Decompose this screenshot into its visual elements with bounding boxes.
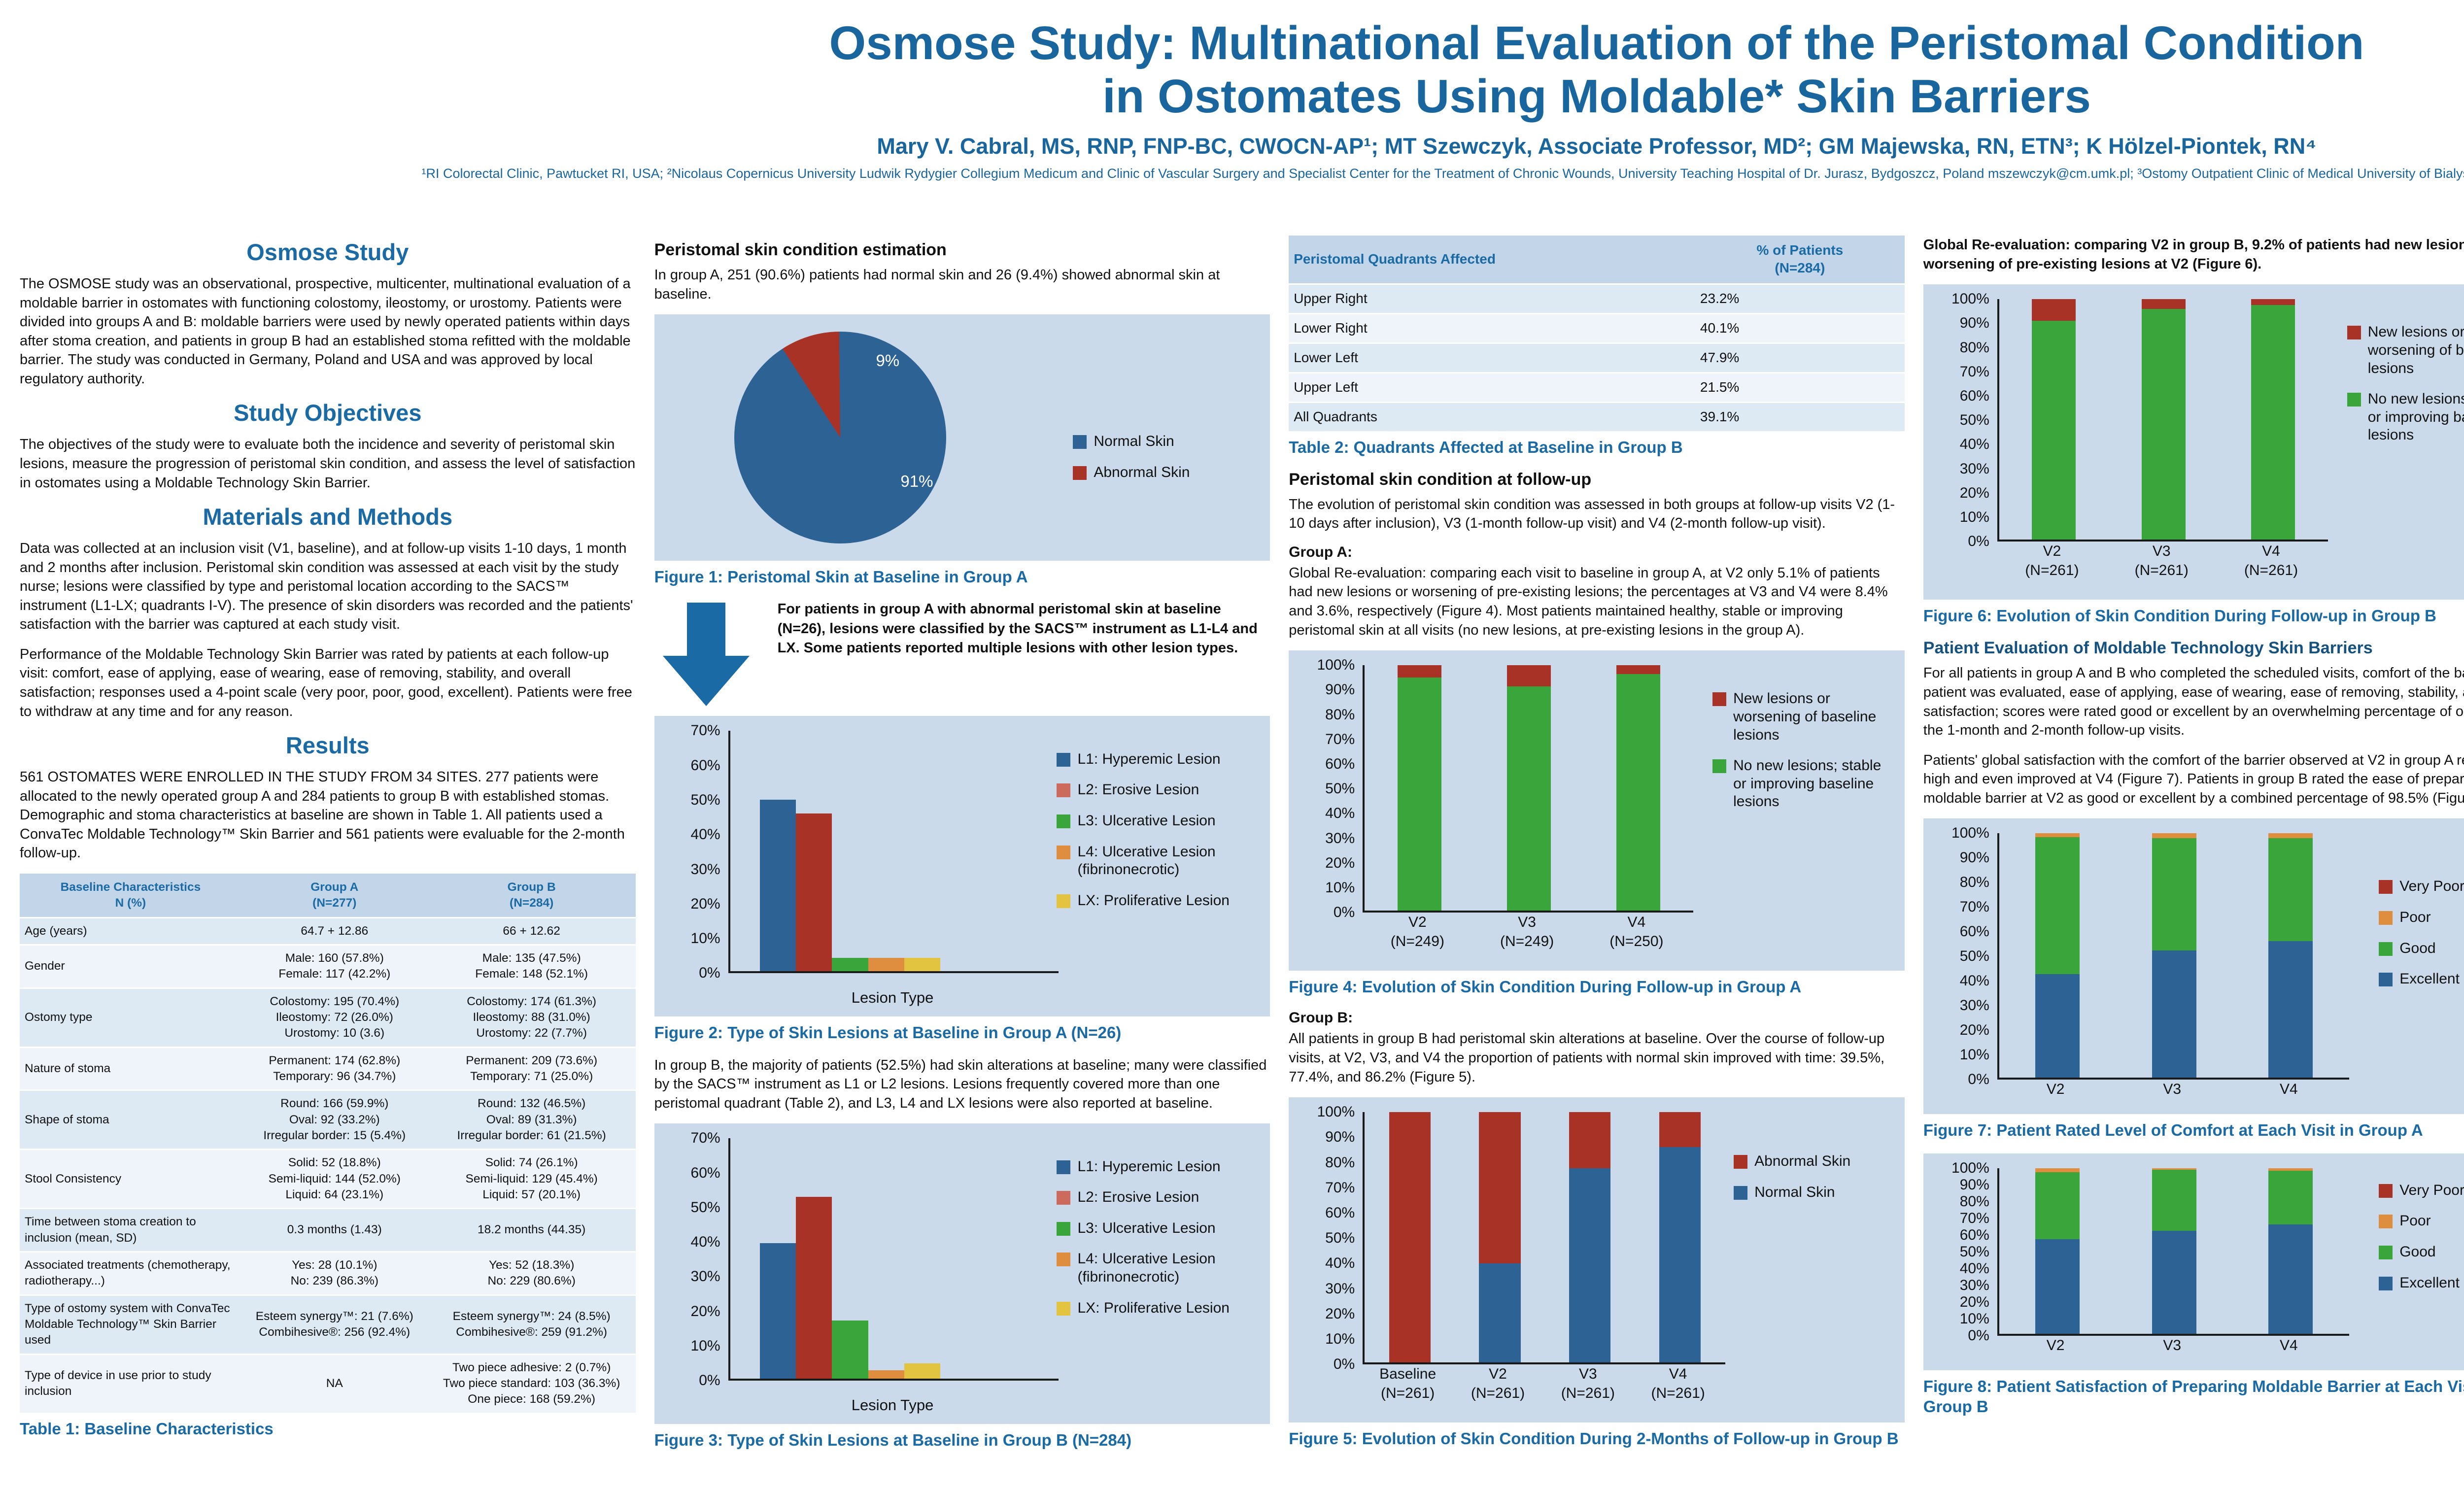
quadrants-affected-table: Peristomal Quadrants Affected% of Patien… (1289, 236, 1905, 431)
authors-line: Mary V. Cabral, MS, RNP, FNP-BC, CWOCN-A… (877, 134, 2317, 159)
figure-8-caption: Figure 8: Patient Satisfaction of Prepar… (1923, 1377, 2464, 1416)
figure-6-stacked-chart: 0% 10% 20% 30% 40% 50% 60% 70% 80% 90% 100% New les… (1923, 284, 2464, 600)
section-heading-results: Results (285, 732, 370, 759)
affiliations-line: ¹RI Colorectal Clinic, Pawtucket RI, USA… (421, 166, 2464, 181)
table-2-caption: Table 2: Quadrants Affected at Baseline … (1289, 438, 1683, 456)
followup-heading: Peristomal skin condition at follow-up (1289, 470, 1592, 489)
section-heading-osmose-study: Osmose Study (246, 239, 409, 265)
group-b-baseline-lesions-text: In group B, the majority of patients (52… (654, 1057, 1267, 1111)
group-a-baseline-skin-text: In group A, 251 (90.6%) patients had nor… (654, 267, 1220, 302)
figure-7-stacked-chart: 0% 10% 20% 30% 40% 50% 60% 70% 80% 90% 100% Very Po… (1923, 818, 2464, 1115)
global-reevaluation-text: Global Re-evaluation: comparing V2 in gr… (1923, 237, 2464, 272)
down-arrow-icon (654, 600, 758, 707)
figure-1-caption: Figure 1: Peristomal Skin at Baseline in… (654, 568, 1028, 586)
poster-title: Osmose Study: Multinational Evaluation o… (0, 17, 2464, 123)
section-heading-materials-methods: Materials and Methods (203, 504, 453, 530)
materials-methods-paragraph-1: Data was collected at an inclusion visit… (20, 541, 633, 633)
patient-evaluation-paragraph-2: Patients' global satisfaction with the c… (1923, 752, 2464, 806)
group-a-runin-heading: Group A: (1289, 543, 1353, 560)
figure-5-caption: Figure 5: Evolution of Skin Condition Du… (1289, 1429, 1899, 1448)
poster-columns: Osmose Study The OSMOSE study was an obs… (18, 236, 2464, 1485)
column-3: Peristomal Quadrants Affected% of Patien… (1287, 236, 1907, 1485)
patient-evaluation-heading: Patient Evaluation of Moldable Technolog… (1923, 639, 2373, 658)
figure-3-bar-chart: 0% 10% 20% 30% 40% 50% 60% 70% L1: Hyperemic Les… (654, 1123, 1270, 1424)
arrow-callout: For patients in group A with abnormal pe… (654, 600, 1270, 707)
figure-5-stacked-chart: 0% 10% 20% 30% 40% 50% 60% 70% 80% 90% 100% Abnorma… (1289, 1097, 1905, 1423)
figure-2-caption: Figure 2: Type of Skin Lesions at Baseli… (654, 1023, 1122, 1042)
materials-methods-paragraph-2: Performance of the Moldable Technology S… (20, 646, 632, 719)
peristomal-estimation-heading: Peristomal skin condition estimation (654, 240, 947, 259)
group-b-followup-text: All patients in group B had peristomal s… (1289, 1031, 1885, 1085)
figure-4-stacked-chart: 0% 10% 20% 30% 40% 50% 60% 70% 80% 90% 100% New les… (1289, 650, 1905, 971)
followup-visits-text: The evolution of peristomal skin conditi… (1289, 496, 1895, 532)
column-4: Global Re-evaluation: comparing V2 in gr… (1921, 236, 2464, 1485)
study-objectives-text: The objectives of the study were to eval… (20, 437, 636, 491)
group-b-runin-heading: Group B: (1289, 1010, 1353, 1026)
column-2: Peristomal skin condition estimation In … (652, 236, 1272, 1485)
figure-3-caption: Figure 3: Type of Skin Lesions at Baseli… (654, 1431, 1132, 1450)
group-a-followup-text: Global Re-evaluation: comparing each vis… (1289, 565, 1888, 638)
figure-4-caption: Figure 4: Evolution of Skin Condition Du… (1289, 978, 1802, 996)
figure-2-bar-chart: 0% 10% 20% 30% 40% 50% 60% 70% L1: Hyperemic Les… (654, 716, 1270, 1017)
figure-6-caption: Figure 6: Evolution of Skin Condition Du… (1923, 607, 2436, 625)
poster-title-line2: in Ostomates Using Moldable* Skin Barrie… (1102, 69, 2091, 123)
column-1: Osmose Study The OSMOSE study was an obs… (18, 236, 638, 1485)
figure-8-stacked-chart: 0% 10% 20% 30% 40% 50% 60% 70% 80% 90% 100% Very Po… (1923, 1153, 2464, 1370)
poster-title-line1: Osmose Study: Multinational Evaluation o… (829, 17, 2364, 69)
arrow-callout-text: For patients in group A with abnormal pe… (777, 601, 1258, 656)
figure-1-pie-chart: 9% 91% Normal Skin Abnormal Skin (654, 314, 1270, 561)
results-intro-text: 561 OSTOMATES WERE ENROLLED IN THE STUDY… (20, 769, 625, 861)
patient-evaluation-paragraph-1: For all patients in group A and B who co… (1923, 665, 2464, 739)
figure-7-caption: Figure 7: Patient Rated Level of Comfort… (1923, 1121, 2423, 1140)
section-heading-study-objectives: Study Objectives (234, 400, 422, 426)
poster-header: Osmose Study: Multinational Evaluation o… (0, 0, 2464, 181)
table-1-caption: Table 1: Baseline Characteristics (20, 1419, 274, 1438)
osmose-study-text: The OSMOSE study was an observational, p… (20, 276, 631, 387)
baseline-characteristics-table: Baseline Characteristics N (%) Group A (N=2… (20, 873, 636, 1413)
